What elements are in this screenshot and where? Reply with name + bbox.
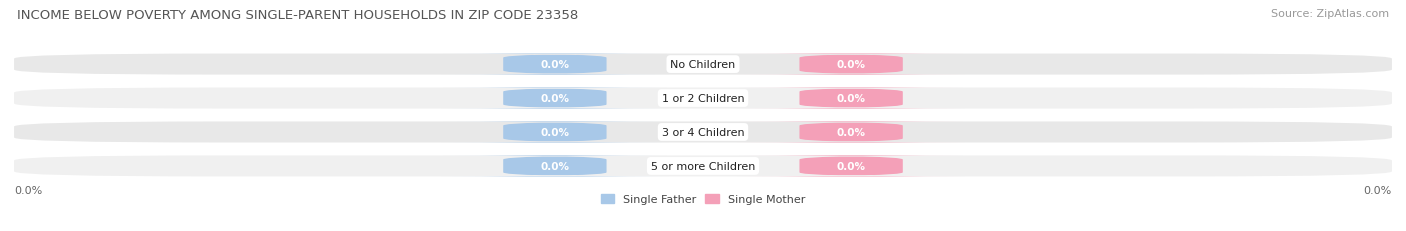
- FancyBboxPatch shape: [441, 122, 669, 143]
- Text: 0.0%: 0.0%: [540, 128, 569, 137]
- Text: 0.0%: 0.0%: [837, 60, 866, 70]
- Text: 1 or 2 Children: 1 or 2 Children: [662, 94, 744, 103]
- FancyBboxPatch shape: [441, 54, 669, 75]
- Text: 3 or 4 Children: 3 or 4 Children: [662, 128, 744, 137]
- Legend: Single Father, Single Mother: Single Father, Single Mother: [600, 194, 806, 204]
- FancyBboxPatch shape: [738, 88, 965, 109]
- Text: 0.0%: 0.0%: [540, 60, 569, 70]
- Text: 0.0%: 0.0%: [540, 94, 569, 103]
- Text: INCOME BELOW POVERTY AMONG SINGLE-PARENT HOUSEHOLDS IN ZIP CODE 23358: INCOME BELOW POVERTY AMONG SINGLE-PARENT…: [17, 9, 578, 22]
- FancyBboxPatch shape: [738, 156, 965, 177]
- FancyBboxPatch shape: [14, 156, 1392, 177]
- FancyBboxPatch shape: [14, 122, 1392, 143]
- Text: 0.0%: 0.0%: [837, 128, 866, 137]
- Text: 0.0%: 0.0%: [540, 161, 569, 171]
- FancyBboxPatch shape: [738, 54, 965, 75]
- FancyBboxPatch shape: [441, 88, 669, 109]
- FancyBboxPatch shape: [14, 88, 1392, 109]
- FancyBboxPatch shape: [14, 54, 1392, 75]
- Text: 0.0%: 0.0%: [14, 185, 42, 195]
- FancyBboxPatch shape: [441, 156, 669, 177]
- Text: 5 or more Children: 5 or more Children: [651, 161, 755, 171]
- Text: 0.0%: 0.0%: [1364, 185, 1392, 195]
- Text: 0.0%: 0.0%: [837, 161, 866, 171]
- Text: 0.0%: 0.0%: [837, 94, 866, 103]
- Text: No Children: No Children: [671, 60, 735, 70]
- Text: Source: ZipAtlas.com: Source: ZipAtlas.com: [1271, 9, 1389, 19]
- FancyBboxPatch shape: [738, 122, 965, 143]
